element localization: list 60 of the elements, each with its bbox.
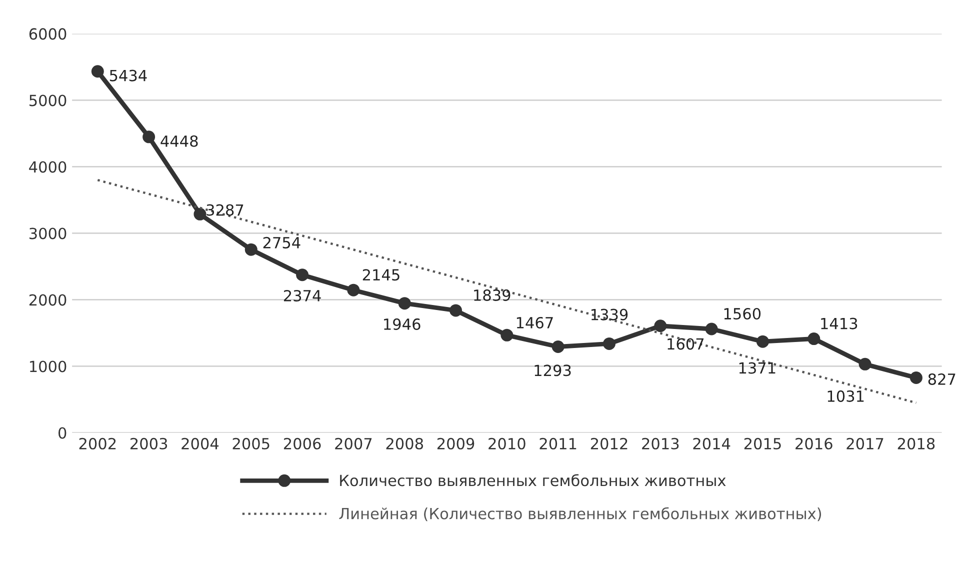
x-tick-label: 2010 [488,438,526,450]
data-label: 4448 [160,135,198,147]
x-tick-label: 2017 [846,438,884,450]
x-tick-label: 2015 [744,438,781,450]
y-tick-label: 0 [58,427,66,439]
point [244,243,258,256]
data-label: 1607 [668,338,704,350]
data-label: 1839 [474,289,510,301]
point [756,335,769,348]
data-label: 2374 [284,290,321,302]
point [398,297,411,310]
x-tick-label: 2012 [590,438,628,450]
point [91,65,104,78]
x-tick-label: 2009 [437,438,474,450]
x-tick-label: 2014 [693,438,730,450]
point [910,371,922,384]
point [705,322,718,336]
y-tick-label: 1000 [30,360,66,372]
x-tick-label: 2008 [386,438,424,450]
data-label: 827 [928,373,956,385]
data-label: 3287 [206,204,244,216]
point [142,130,156,144]
data-label: 1293 [534,364,571,376]
point [602,337,616,350]
x-tick-label: 2013 [642,438,679,450]
x-tick-label: 2018 [898,438,935,450]
x-tick-label: 2011 [540,438,576,450]
data-label: 5434 [110,70,147,82]
point [808,332,820,346]
x-tick-label: 2002 [79,438,116,450]
text: Количество выявленных гембольных животных [340,474,726,486]
data-label: 1371 [739,362,776,374]
y-tick-label: 6000 [29,28,66,40]
point [450,304,462,317]
data-label: 1339 [591,308,628,320]
data-label: 1946 [384,318,420,330]
data-label: 1413 [821,318,858,330]
y-tick-label: 3000 [29,228,66,240]
point [858,358,872,370]
y-tick-label: 5000 [30,94,66,106]
data-label: 1560 [724,308,761,320]
data-label: 2754 [263,236,300,248]
point [296,268,309,282]
x-tick-label: 2004 [182,438,219,450]
point [500,328,514,342]
data-label: 1467 [516,316,553,328]
text: Линейная (Количество выявленных гембольных животных) [339,507,822,522]
y-tick-label: 4000 [29,161,66,173]
point [552,340,564,353]
x-tick-label: 2003 [130,438,168,450]
x-tick-label: 2016 [796,438,832,450]
x-tick-label: 2007 [335,438,372,450]
data-label: 1031 [828,390,864,402]
point [347,284,360,296]
y-tick-label: 2000 [29,294,66,306]
point [654,320,667,332]
point [194,208,206,220]
data-label: 2145 [362,269,400,281]
x-tick-label: 2005 [232,438,270,450]
x-tick-label: 2006 [284,438,321,450]
